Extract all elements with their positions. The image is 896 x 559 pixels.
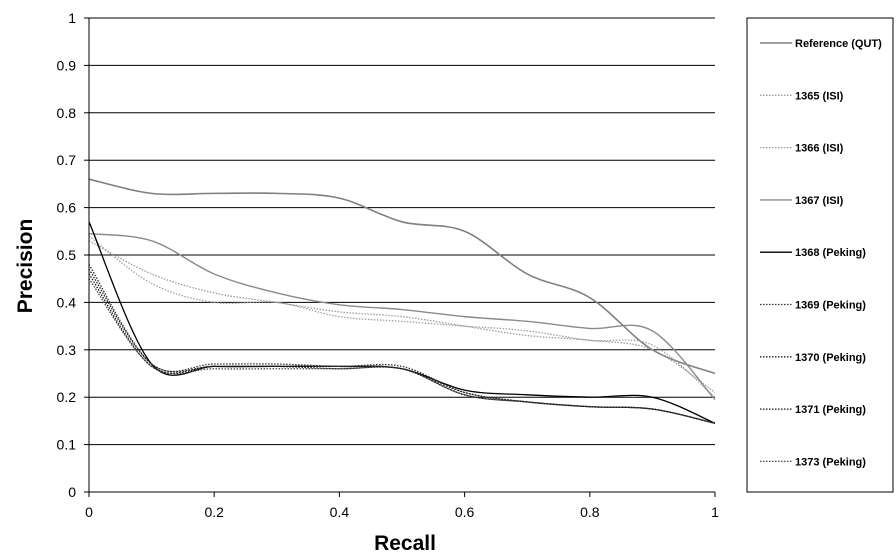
legend-label-7: 1371 (Peking) <box>795 404 866 416</box>
x-tick-label-0: 0 <box>85 504 93 520</box>
legend-box <box>746 17 894 493</box>
y-tick-label-4: 0.4 <box>57 294 77 310</box>
legend-label-6: 1370 (Peking) <box>795 352 866 364</box>
x-tick-label-4: 0.8 <box>580 504 600 520</box>
y-tick-labels: 0 0.1 0.2 0.3 0.4 0.5 0.6 0.7 0.8 0.9 1 <box>57 10 77 500</box>
series-line-1 <box>88 235 716 398</box>
x-tick-label-1: 0.2 <box>204 504 224 520</box>
y-tick-label-0: 0 <box>68 484 76 500</box>
y-tick-label-9: 0.9 <box>57 57 77 73</box>
legend-label-3: 1367 (ISI) <box>795 195 844 207</box>
y-axis-title: Precision <box>14 219 37 314</box>
legend-label-4: 1368 (Peking) <box>795 247 866 259</box>
y-tick-label-3: 0.3 <box>57 342 77 358</box>
series-line-8 <box>88 278 716 424</box>
series-line-2 <box>88 240 716 393</box>
y-tick-label-8: 0.8 <box>57 105 77 121</box>
y-tick-label-10: 1 <box>68 10 76 26</box>
legend: Reference (QUT) 1365 (ISI) 1366 (ISI) 1367 … <box>746 17 894 493</box>
legend-label-2: 1366 (ISI) <box>795 143 844 155</box>
y-tick-label-2: 0.2 <box>57 389 77 405</box>
legend-label-1: 1365 (ISI) <box>795 90 844 102</box>
series-line-3 <box>88 232 716 401</box>
x-tick-label-3: 0.6 <box>455 504 475 520</box>
x-axis-title: Recall <box>374 532 436 555</box>
series-lines <box>88 178 716 424</box>
y-tick-label-5: 0.5 <box>57 247 77 263</box>
x-tick-labels: 0 0.2 0.4 0.6 0.8 1 <box>85 504 719 520</box>
series-line-0 <box>88 178 716 375</box>
x-tick-label-5: 1 <box>711 504 719 520</box>
legend-label-8: 1373 (Peking) <box>795 456 866 468</box>
legend-label-0: Reference (QUT) <box>795 38 882 50</box>
legend-label-5: 1369 (Peking) <box>795 300 866 312</box>
x-tick-label-2: 0.4 <box>330 504 350 520</box>
y-tick-label-7: 0.7 <box>57 152 77 168</box>
series-line-7 <box>88 273 716 424</box>
gridlines <box>89 17 715 446</box>
axes <box>84 17 716 497</box>
y-tick-label-1: 0.1 <box>57 437 77 453</box>
y-tick-label-6: 0.6 <box>57 200 77 216</box>
